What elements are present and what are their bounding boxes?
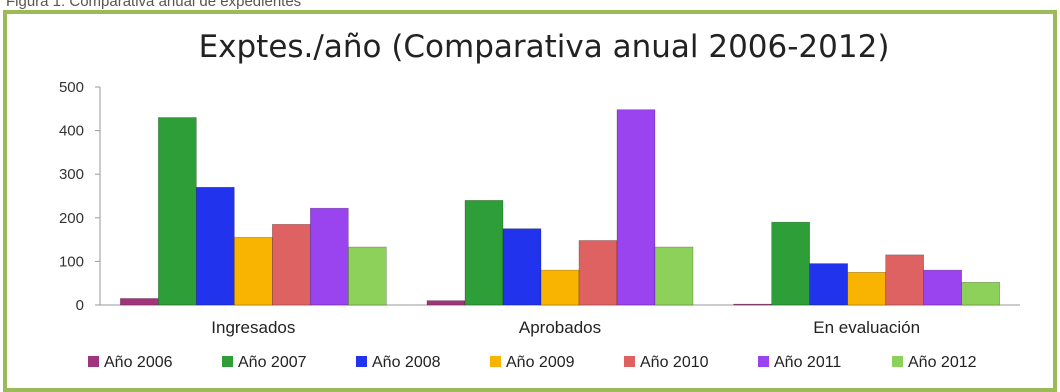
y-tick-label: 500 (59, 79, 84, 96)
x-category-label: En evaluación (813, 318, 920, 337)
legend-label: Año 2009 (506, 354, 575, 371)
legend: Año 2006 Año 2007 Año 2008 Año 2009 Año 2010… (88, 354, 977, 371)
bar (196, 186, 235, 306)
bar (961, 282, 1000, 306)
legend-label: Año 2012 (908, 354, 977, 371)
bar (120, 298, 159, 306)
bar (348, 246, 387, 306)
bar (923, 269, 962, 306)
legend-swatch (892, 356, 903, 367)
bar (234, 237, 273, 306)
legend-label: Año 2010 (640, 354, 709, 371)
bar (847, 271, 886, 306)
bar (272, 224, 311, 306)
bar (885, 254, 924, 306)
legend-swatch (222, 356, 233, 367)
bar (502, 228, 542, 306)
y-tick-label: 200 (59, 210, 84, 227)
legend-swatch (88, 356, 99, 367)
bar (426, 300, 466, 306)
chart-title: Exptes./año (Comparativa anual 2006-2012… (199, 29, 890, 65)
x-category-label: Aprobados (519, 318, 601, 337)
y-tick-label: 0 (76, 297, 84, 314)
legend-swatch (490, 356, 501, 367)
x-category-label: Ingresados (211, 318, 295, 337)
legend-label: Año 2006 (104, 354, 173, 371)
legend-swatch (624, 356, 635, 367)
bar (771, 221, 810, 306)
bar (616, 109, 656, 306)
legend-label: Año 2007 (238, 354, 307, 371)
category-labels: Ingresados Aprobados En evaluación (211, 318, 920, 337)
bar (654, 246, 694, 306)
bar (578, 240, 618, 306)
legend-swatch (758, 356, 769, 367)
legend-swatch (356, 356, 367, 367)
bars (120, 109, 1000, 306)
legend-label: Año 2011 (774, 354, 841, 371)
bar (158, 117, 197, 306)
bar (464, 200, 504, 306)
y-tick-label: 300 (59, 166, 84, 183)
figure-caption: Figura 1: Comparativa anual de expedient… (6, 0, 302, 10)
y-tick-label: 100 (59, 253, 84, 270)
y-tick-label: 400 (59, 123, 84, 140)
bar (733, 303, 772, 306)
y-axis-ticks: 0 100 200 300 400 500 (59, 79, 100, 314)
bar (540, 269, 580, 306)
bar (310, 207, 349, 306)
legend-label: Año 2008 (372, 354, 441, 371)
bar (809, 263, 848, 306)
